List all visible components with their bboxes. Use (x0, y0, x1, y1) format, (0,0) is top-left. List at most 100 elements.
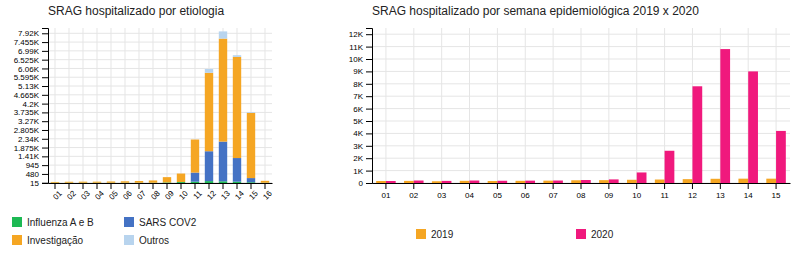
x-tick-mark (385, 183, 386, 189)
x-tick: 09 (163, 183, 176, 202)
bar-series (205, 31, 255, 112)
legend: 20192020 (416, 229, 614, 240)
bar (581, 180, 591, 183)
legend-swatch (416, 229, 426, 239)
x-tick-label: 03 (437, 191, 446, 200)
y-tick: 8K (353, 80, 372, 89)
y-tick: 15 (30, 179, 48, 188)
x-tick-label: 09 (163, 189, 176, 202)
bar (51, 182, 59, 183)
y-tick-mark (42, 51, 48, 52)
y-axis-line (42, 29, 49, 184)
x-tick-label: 12 (688, 191, 697, 200)
bar (460, 181, 470, 183)
bar (720, 49, 730, 183)
bar (79, 182, 87, 183)
y-tick-mark (366, 183, 372, 184)
bar (51, 182, 59, 183)
bar (205, 181, 213, 183)
bar (609, 179, 619, 183)
x-tick-mark (209, 183, 210, 189)
grid-line-x (55, 28, 56, 183)
x-tick-mark (167, 183, 168, 189)
bar (376, 181, 386, 183)
x-tick: 05 (107, 183, 120, 202)
x-tick: 03 (79, 183, 92, 202)
y-tick: 6.525K (14, 56, 48, 65)
legend-label: Investigação (27, 235, 84, 246)
bar (414, 181, 424, 183)
x-tick-mark (469, 183, 470, 189)
bar (65, 181, 73, 182)
bar (261, 181, 269, 183)
y-tick: 480 (26, 170, 48, 179)
grid-line-x (525, 28, 526, 183)
bar (107, 182, 115, 183)
x-tick-label: 08 (149, 189, 162, 202)
legend-label: Influenza A e B (27, 217, 94, 228)
x-tick-mark (251, 183, 252, 189)
x-tick-mark (525, 183, 526, 189)
bar (219, 142, 227, 182)
bar (599, 180, 609, 183)
x-tick-label: 05 (107, 189, 120, 202)
x-tick: 13 (219, 183, 232, 202)
grid (48, 28, 272, 183)
bar (177, 174, 185, 183)
bar (191, 140, 199, 173)
y-tick-mark (42, 183, 48, 184)
grid-line-x (139, 28, 140, 183)
y-tick-mark (42, 130, 48, 131)
bar (219, 39, 227, 142)
x-tick: 05 (493, 183, 502, 200)
bar (93, 182, 101, 183)
legend-label: Outros (139, 235, 169, 246)
y-tick-label: 5.595K (14, 73, 40, 82)
bar (261, 180, 269, 181)
bar (79, 182, 87, 183)
bar-series (386, 49, 786, 183)
x-tick-mark (69, 183, 70, 189)
y-tick-mark (42, 112, 48, 113)
y-tick: 7.455K (14, 38, 48, 47)
x-axis-line (49, 183, 273, 184)
bar (571, 180, 581, 183)
y-tick-label: 10K (349, 55, 364, 64)
x-tick: 15 (247, 183, 260, 202)
bar (191, 139, 199, 140)
y-tick-label: 12K (349, 30, 364, 39)
x-tick-label: 07 (549, 191, 558, 200)
y-tick-label: 15 (30, 179, 39, 188)
x-tick-mark (581, 183, 582, 189)
bar (247, 112, 255, 114)
y-tick: 7.92K (18, 29, 48, 38)
y-tick-mark (42, 148, 48, 149)
x-tick-mark (553, 183, 554, 189)
x-tick: 14 (233, 183, 246, 202)
x-tick-label: 04 (465, 191, 474, 200)
y-tick-mark (42, 86, 48, 87)
y-tick-mark (42, 95, 48, 96)
y-tick-mark (42, 156, 48, 157)
x-tick-label: 08 (577, 191, 586, 200)
bar (386, 181, 396, 183)
y-axis: 154809451.41K1.875K2.34K2.805K3.27K3.735… (14, 29, 49, 188)
y-tick-label: 2K (353, 154, 363, 163)
x-tick-mark (97, 183, 98, 189)
x-tick-mark (776, 183, 777, 189)
bar (543, 181, 553, 183)
bar (79, 182, 87, 183)
x-tick-label: 10 (632, 191, 641, 200)
y-tick-label: 3.27K (18, 117, 40, 126)
y-tick: 7K (353, 92, 372, 101)
grid-line-x (125, 28, 126, 183)
bar (488, 181, 498, 183)
y-tick-mark (42, 139, 48, 140)
y-tick-mark (366, 96, 372, 97)
grid-line-y (48, 182, 272, 183)
bar (776, 131, 786, 183)
y-tick-mark (366, 109, 372, 110)
bar (247, 113, 255, 178)
x-tick-mark (720, 183, 721, 189)
legend-item: 2019 (416, 229, 454, 240)
